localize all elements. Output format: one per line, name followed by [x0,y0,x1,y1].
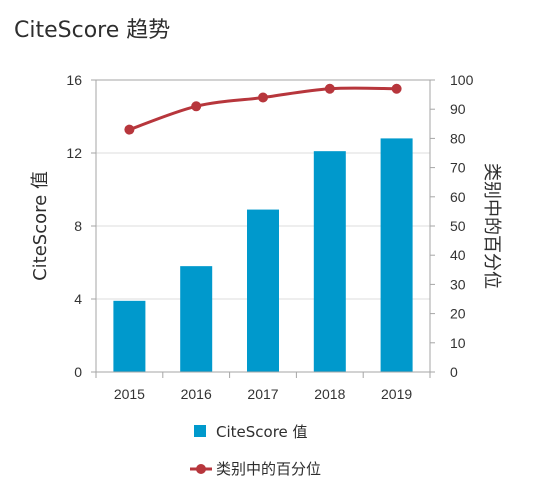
y2-tick-label: 20 [450,306,466,322]
bar-2015 [113,300,146,372]
legend-line-marker [196,464,206,474]
percentile-point-2019 [391,83,402,94]
y2-tick-label: 50 [450,218,466,234]
y2-tick-label: 30 [450,276,466,292]
percentile-point-2015 [124,124,135,135]
y-tick-label: 4 [74,291,82,307]
y-tick-label: 0 [74,364,82,380]
bar-2016 [180,266,213,372]
labels-layer: 0 4 8 12 16 0 10 20 30 40 50 60 70 80 90 100 2015 2016 201… [30,72,502,402]
y2-axis-title: 类别中的百分位 [481,163,502,289]
x-tick-label: 2016 [181,386,212,402]
x-tick-label: 2015 [114,386,145,402]
y-tick-label: 8 [74,218,82,234]
y2-tick-label: 100 [450,72,474,88]
percentile-point-2017 [258,92,268,103]
y2-tick-label: 0 [450,364,458,380]
legend-line-label: 类别中的百分位 [216,460,321,478]
bar-2017 [247,209,279,372]
y-axis-title: CiteScore 值 [30,171,51,281]
line-layer [124,83,402,135]
x-tick-label: 2017 [247,386,278,402]
bars-layer [113,138,413,372]
y2-tick-label: 10 [450,335,466,351]
percentile-point-2018 [324,83,335,94]
legend-bar-swatch [194,425,206,437]
legend-bar-label: CiteScore 值 [216,423,308,441]
y2-tick-label: 60 [450,189,466,205]
y2-tick-label: 70 [450,160,466,176]
bar-2019 [380,138,413,372]
y-tick-label: 12 [66,145,82,161]
x-tick-label: 2019 [381,386,412,402]
y-tick-label: 16 [66,72,82,88]
y2-tick-label: 80 [450,130,466,146]
y2-tick-label: 90 [450,101,466,117]
percentile-point-2016 [191,101,202,112]
bar-2018 [313,151,346,372]
axes-layer [91,79,435,378]
y2-tick-label: 40 [450,247,466,263]
x-tick-label: 2018 [314,386,345,402]
page-title: CiteScore 趋势 [14,18,171,43]
